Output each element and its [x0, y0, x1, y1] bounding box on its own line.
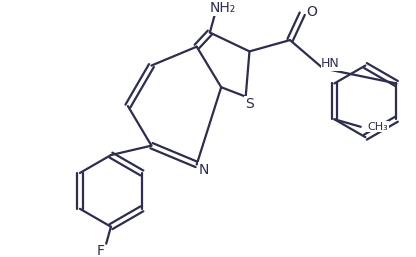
Text: N: N: [199, 163, 209, 177]
Text: S: S: [245, 97, 254, 111]
Text: CH₃: CH₃: [367, 122, 388, 132]
Text: O: O: [306, 5, 317, 19]
Text: NH₂: NH₂: [210, 1, 236, 15]
Text: HN: HN: [321, 57, 340, 70]
Text: F: F: [97, 244, 104, 257]
